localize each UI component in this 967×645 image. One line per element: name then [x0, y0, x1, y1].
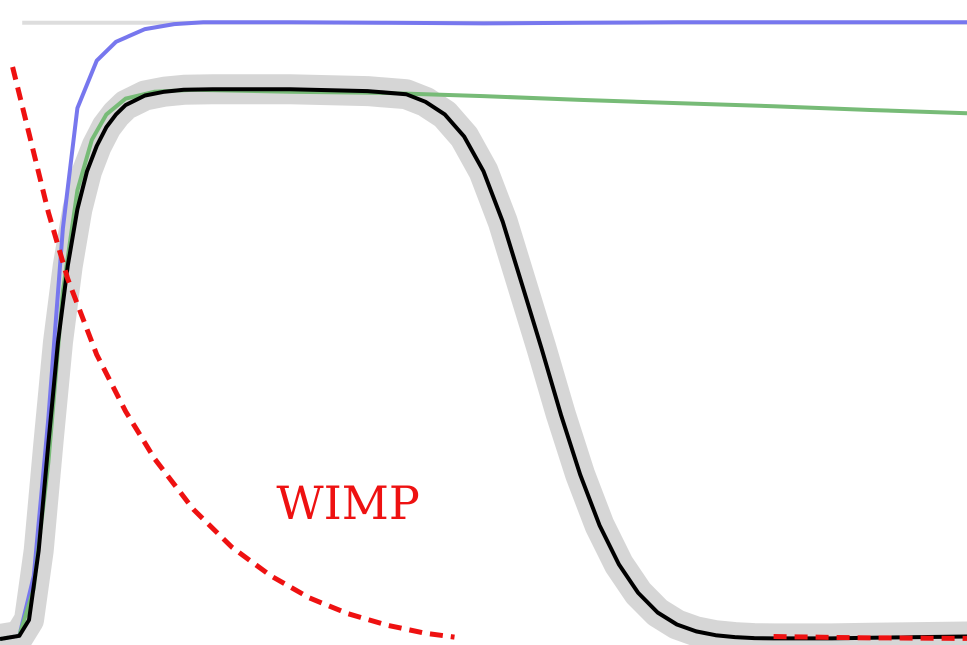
series-line-black: [0, 87, 967, 641]
wimp-annotation-label: WIMP: [276, 476, 420, 530]
annotation-layer: WIMP: [276, 476, 420, 530]
series-line-blue: [0, 20, 967, 641]
series-line-wimp: [10, 66, 455, 640]
series-line-layer: [0, 20, 967, 641]
series-line-wimp-tail: [773, 634, 967, 641]
